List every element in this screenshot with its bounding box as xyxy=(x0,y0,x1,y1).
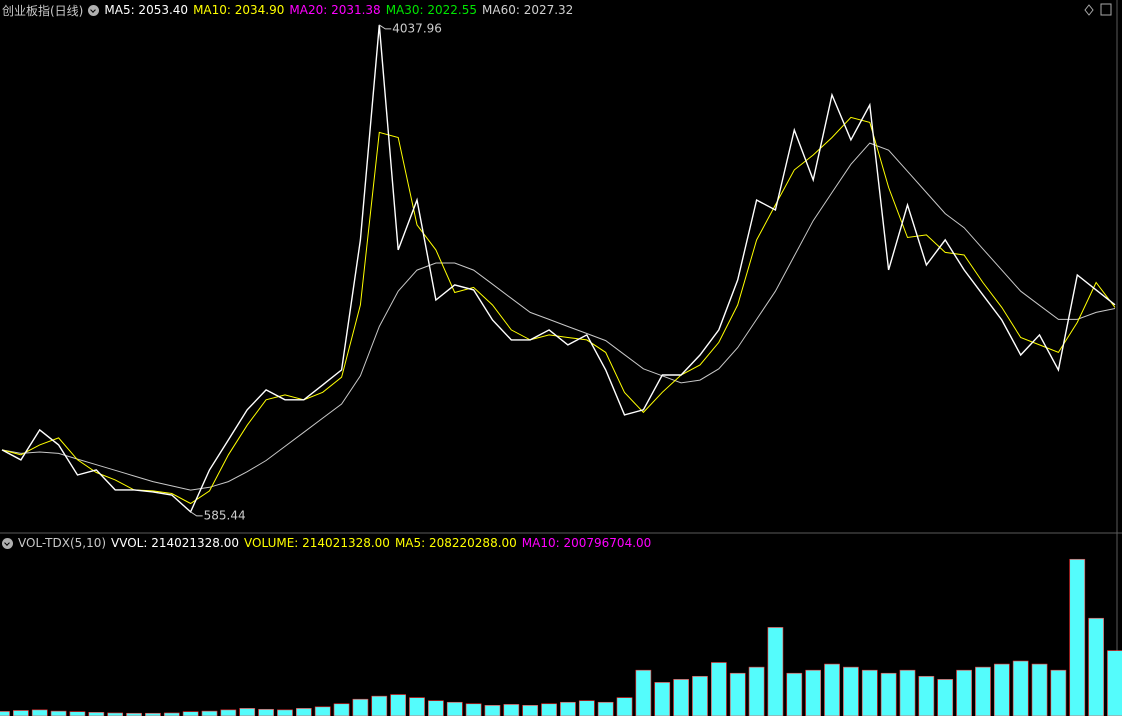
menu-icon[interactable] xyxy=(2,537,13,549)
indicator-value: MA5: 2053.40 xyxy=(104,3,189,17)
price-line xyxy=(1,24,1116,514)
volume-bar xyxy=(220,709,237,716)
indicator-value: MA20: 2031.38 xyxy=(289,3,381,17)
volume-bar xyxy=(201,710,218,716)
menu-icon[interactable] xyxy=(88,4,100,16)
volume-bar xyxy=(409,697,425,716)
volume-bar xyxy=(578,700,595,716)
volume-bar xyxy=(824,663,840,716)
volume-bar xyxy=(352,698,369,716)
volume-bar xyxy=(0,711,10,716)
volume-bar xyxy=(843,666,859,716)
indicator-value: VOLUME: 214021328.00 xyxy=(244,536,390,550)
annotation-leader xyxy=(190,511,203,517)
volume-bar xyxy=(239,708,256,716)
indicator-value: MA30: 2022.55 xyxy=(385,3,477,17)
volume-bar xyxy=(163,712,180,716)
volume-bar xyxy=(182,711,199,716)
volume-bar xyxy=(1069,558,1086,716)
volume-bar xyxy=(314,706,331,716)
indicator-value: VVOL: 214021328.00 xyxy=(111,536,240,550)
volume-bar xyxy=(277,709,293,716)
volume-bar xyxy=(522,705,539,716)
volume-bar xyxy=(69,711,86,716)
volume-panel xyxy=(0,558,1122,716)
toggle-icon[interactable] xyxy=(1084,4,1094,16)
volume-bar xyxy=(88,712,105,716)
volume-bar xyxy=(692,675,708,716)
volume-bar xyxy=(446,701,463,716)
volume-bar xyxy=(484,705,501,716)
chart-title: 创业板指(日线) xyxy=(2,3,84,18)
volume-bar xyxy=(937,679,954,716)
volume-bar xyxy=(31,709,48,716)
volume-bar xyxy=(805,669,822,716)
volume-bar xyxy=(767,627,784,716)
annotation-label: 4037.96 xyxy=(392,21,442,35)
volume-bar xyxy=(371,695,388,716)
volume-bar xyxy=(50,710,67,716)
price-line xyxy=(1,142,1116,491)
volume-bar xyxy=(333,703,350,716)
volume-bar xyxy=(748,666,765,716)
volume-bar xyxy=(295,708,312,716)
volume-bar xyxy=(635,669,652,716)
volume-bar xyxy=(786,672,803,716)
volume-bar xyxy=(428,700,444,716)
volume-bar xyxy=(107,712,124,716)
indicator-value: MA5: 208220288.00 xyxy=(394,536,517,550)
volume-bar xyxy=(1031,663,1048,716)
volume-bar xyxy=(1050,669,1067,716)
volume-bar xyxy=(503,704,520,716)
window-icon[interactable] xyxy=(1100,3,1112,16)
volume-bar xyxy=(145,712,161,716)
volume-bar xyxy=(975,666,991,716)
price-header: 创业板指(日线) MA5: 2053.40 MA10: 2034.90 MA20: … xyxy=(2,1,573,19)
volume-bar xyxy=(899,669,916,716)
chart-title: VOL-TDX(5,10) xyxy=(18,536,107,550)
volume-bar xyxy=(993,663,1010,716)
annotation-leader xyxy=(379,24,392,30)
volume-bar xyxy=(616,697,633,716)
volume-bar xyxy=(729,672,746,716)
volume-bar xyxy=(258,708,274,716)
volume-bar xyxy=(711,662,727,716)
annotation-label: 585.44 xyxy=(204,508,246,522)
indicator-value: MA60: 2027.32 xyxy=(482,3,574,17)
volume-bar xyxy=(1012,660,1029,716)
volume-bar xyxy=(880,672,897,716)
indicator-value: MA10: 2034.90 xyxy=(193,3,285,17)
volume-bar xyxy=(673,679,689,716)
price-panel: 4037.96 585.44 xyxy=(1,21,1116,522)
volume-bar xyxy=(1107,650,1122,716)
volume-bar xyxy=(861,669,878,716)
volume-bar xyxy=(541,703,557,716)
volume-bar xyxy=(126,712,142,716)
volume-header: VOL-TDX(5,10) VVOL: 214021328.00 VOLUME: … xyxy=(2,534,651,552)
price-line xyxy=(1,116,1116,505)
volume-bar xyxy=(560,701,576,716)
volume-bar xyxy=(13,710,29,716)
volume-bar xyxy=(1088,617,1104,716)
volume-bar xyxy=(597,701,614,716)
volume-bar xyxy=(918,675,935,716)
indicator-value: MA10: 200796704.00 xyxy=(521,536,652,550)
volume-bar xyxy=(465,703,482,716)
volume-bar xyxy=(654,682,671,716)
volume-bar xyxy=(390,694,406,716)
volume-bar xyxy=(956,669,972,716)
